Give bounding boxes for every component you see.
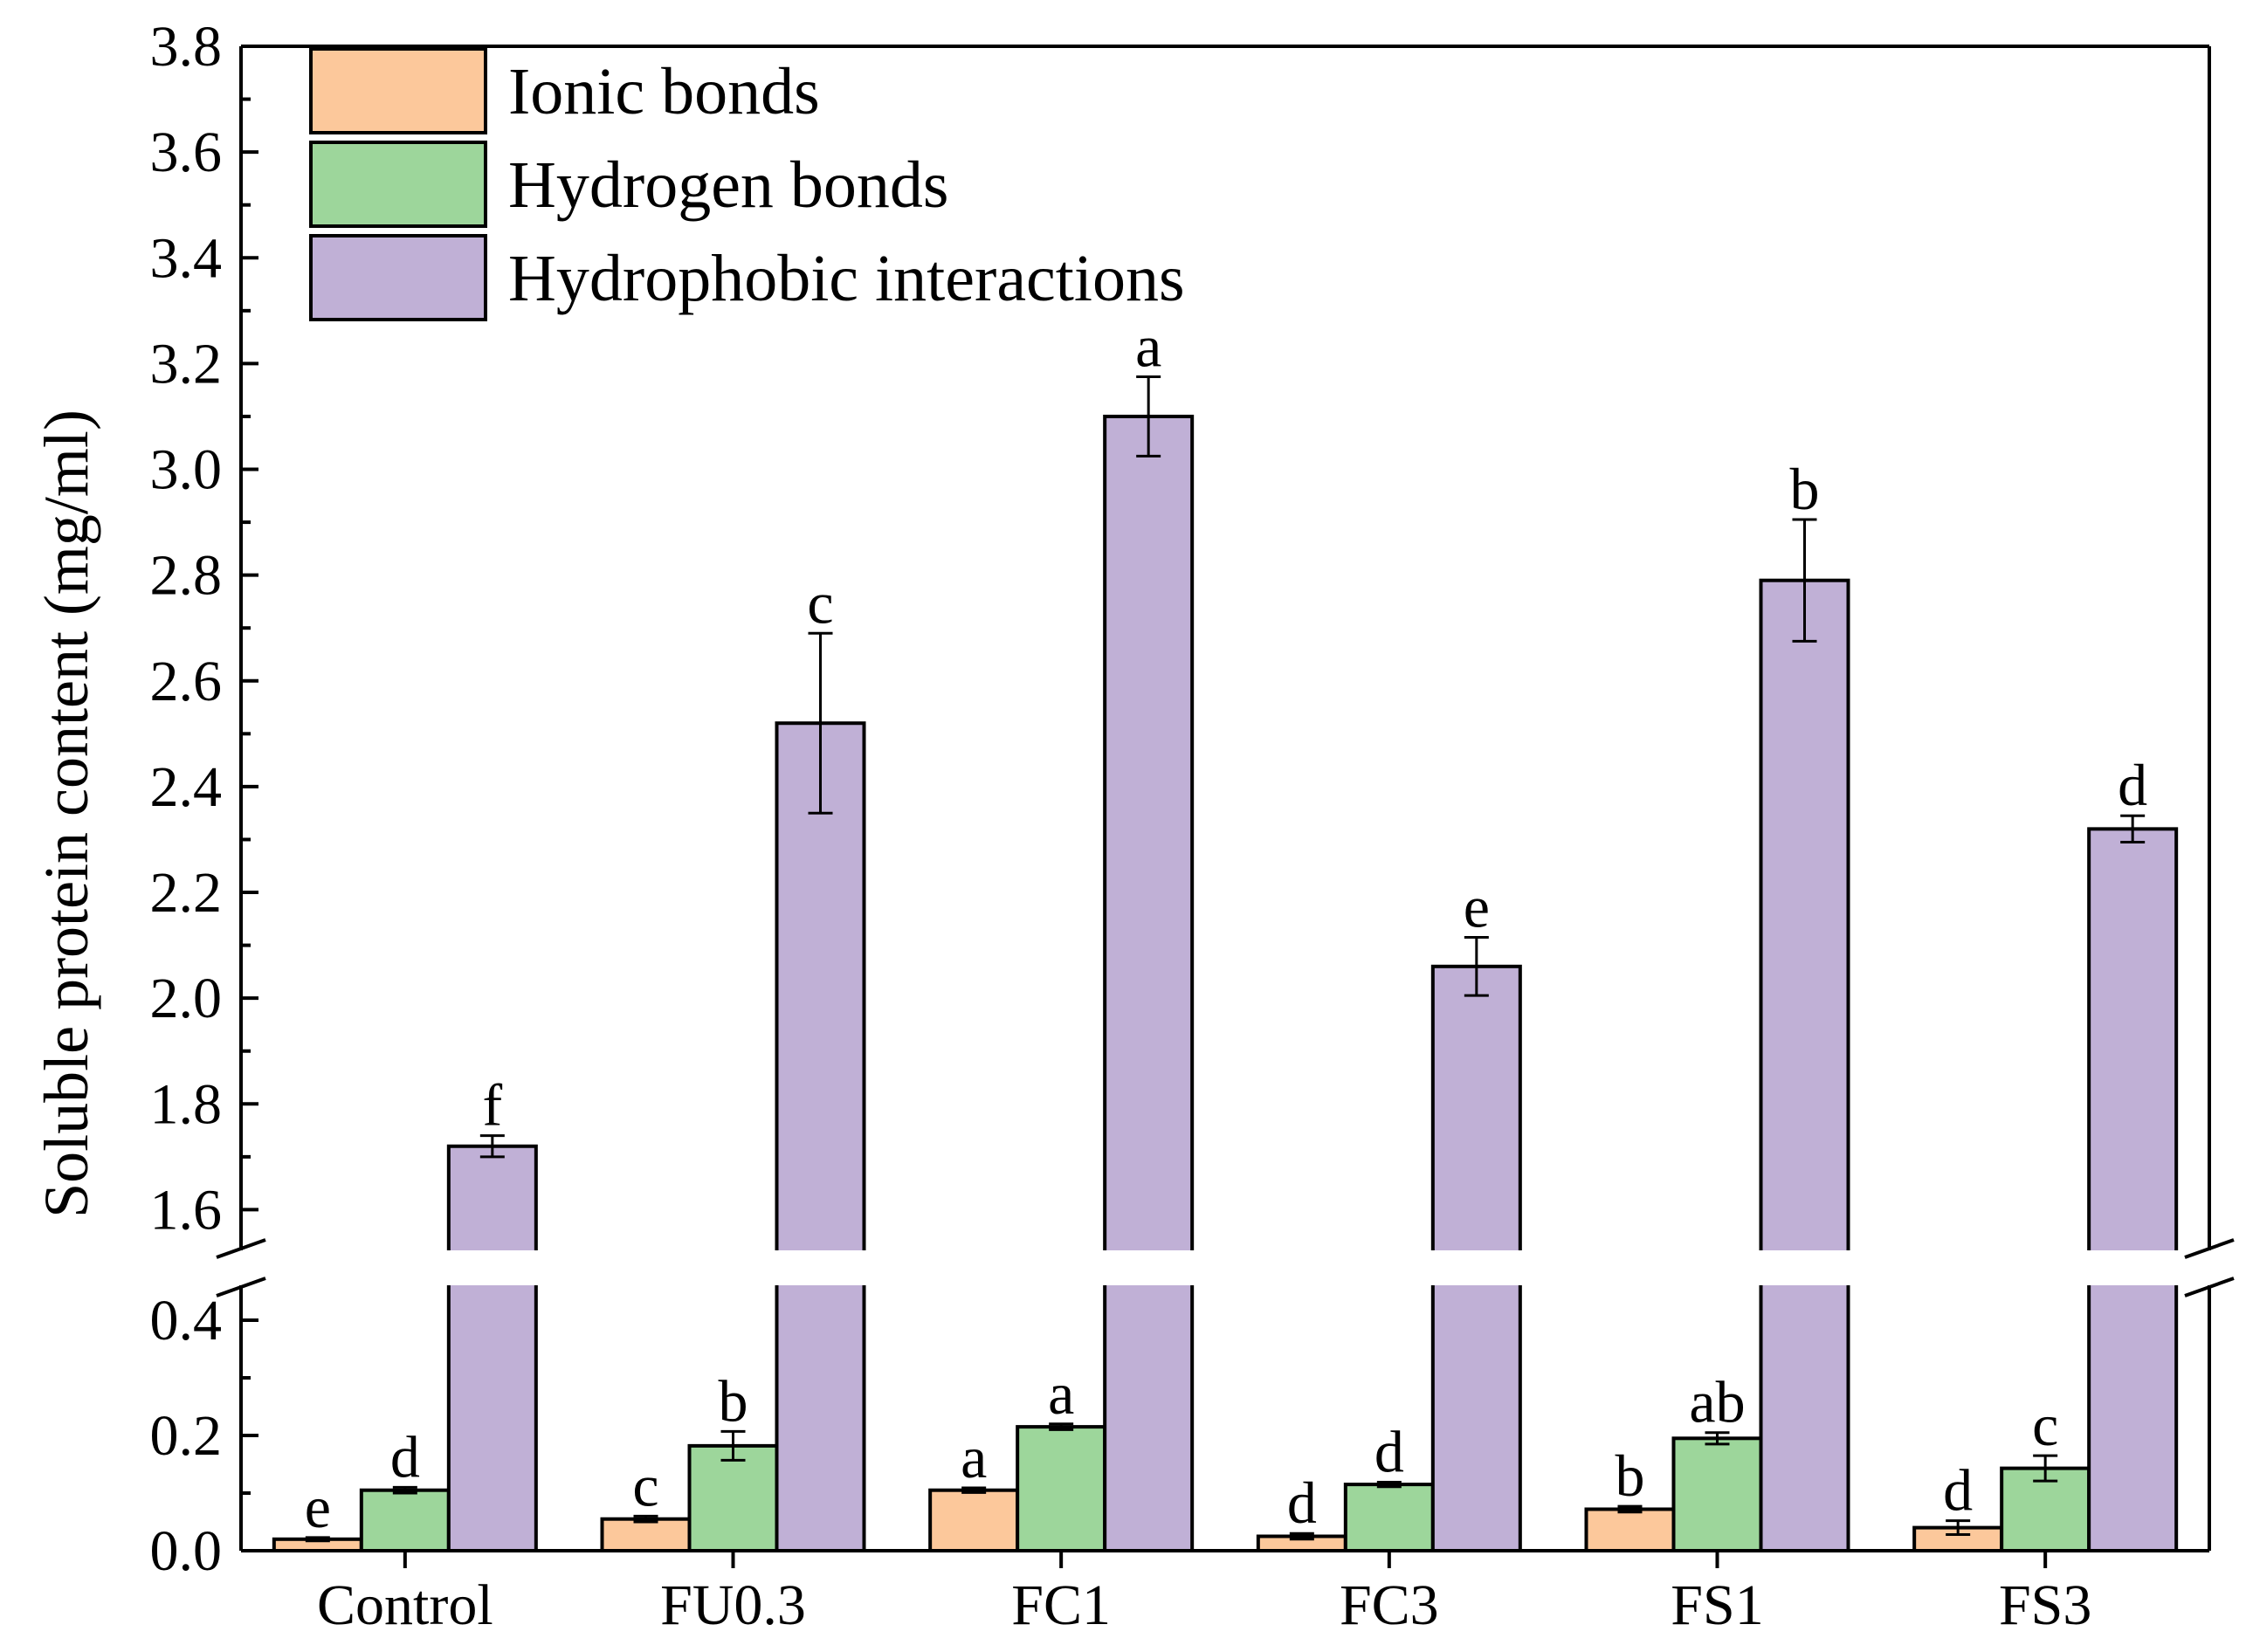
y-tick-label: 2.4 — [150, 755, 223, 819]
y-tick-label: 0.0 — [150, 1519, 223, 1583]
significance-letter: c — [2032, 1392, 2058, 1458]
category-label: Control — [317, 1573, 493, 1637]
significance-letter: a — [1048, 1360, 1074, 1427]
labels-layer: edfControlcbcFU0.3aaaFC1ddeFC3babbFS1dcd… — [150, 15, 2148, 1637]
break-mark — [2184, 1277, 2235, 1298]
legend-swatch — [309, 234, 487, 321]
y-tick-label: 2.0 — [150, 967, 223, 1030]
y-tick-label: 3.2 — [150, 332, 223, 396]
significance-letter: d — [2118, 752, 2147, 818]
y-tick-label: 3.8 — [150, 15, 223, 79]
significance-letter: f — [483, 1072, 503, 1139]
bar — [928, 1488, 1020, 1552]
category-label: FC1 — [1011, 1573, 1111, 1637]
y-axis-title: Soluble protein content (mg/ml) — [31, 410, 101, 1218]
y-tick-label: 1.6 — [150, 1178, 223, 1242]
significance-letter: a — [1135, 313, 1161, 380]
significance-letter: b — [1790, 456, 1820, 522]
legend-swatch — [309, 47, 487, 134]
bar — [1103, 414, 1195, 1552]
y-tick-label: 3.6 — [150, 120, 223, 184]
category-label: FC3 — [1340, 1573, 1439, 1637]
bar — [600, 1517, 692, 1552]
significance-letter: b — [1616, 1442, 1645, 1509]
break-mark — [216, 1238, 266, 1259]
bar — [687, 1443, 779, 1553]
y-tick-label: 0.2 — [150, 1404, 223, 1468]
significance-letter: b — [719, 1367, 748, 1434]
significance-letter: d — [1374, 1418, 1404, 1484]
y-tick-label: 3.0 — [150, 438, 223, 502]
significance-letter: a — [961, 1424, 987, 1490]
bar — [446, 1144, 538, 1552]
significance-letter: e — [305, 1474, 331, 1540]
significance-letter: c — [807, 569, 833, 636]
y-tick-label: 1.8 — [150, 1072, 223, 1136]
significance-letter: d — [390, 1423, 420, 1490]
significance-letter: d — [1943, 1457, 1973, 1524]
y-tick-label: 2.6 — [150, 650, 223, 713]
bar — [359, 1488, 451, 1552]
significance-letter: c — [632, 1452, 658, 1518]
break-band — [215, 1250, 2236, 1285]
significance-letter: ab — [1689, 1369, 1745, 1435]
bar — [1671, 1436, 1763, 1553]
significance-letter: e — [1464, 874, 1490, 940]
bar — [1759, 578, 1850, 1552]
bar — [1343, 1483, 1435, 1552]
y-tick-label: 3.4 — [150, 226, 223, 290]
axes-layer — [216, 45, 2235, 1568]
category-label: FS1 — [1671, 1573, 1763, 1637]
bar — [775, 721, 866, 1552]
bar — [1584, 1507, 1676, 1552]
category-label: FS3 — [1999, 1573, 2091, 1637]
axis-break — [215, 1250, 2236, 1285]
legend-label: Hydrogen bonds — [508, 148, 949, 222]
legend-label: Hydrophobic interactions — [508, 242, 1185, 315]
y-tick-label: 0.4 — [150, 1289, 223, 1353]
y-tick-label: 2.8 — [150, 544, 223, 608]
category-label: FU0.3 — [660, 1573, 806, 1637]
break-mark — [216, 1277, 266, 1298]
significance-letter: d — [1287, 1470, 1317, 1536]
bars-layer — [272, 375, 2179, 1553]
legend-label: Ionic bonds — [508, 55, 820, 128]
legend-swatch — [309, 141, 487, 228]
bar — [2087, 827, 2179, 1552]
bar — [1016, 1425, 1107, 1552]
legend: Ionic bonds Hydrogen bonds Hydrophobic int… — [309, 47, 1185, 321]
y-tick-label: 2.2 — [150, 861, 223, 925]
break-mark — [2184, 1238, 2235, 1259]
